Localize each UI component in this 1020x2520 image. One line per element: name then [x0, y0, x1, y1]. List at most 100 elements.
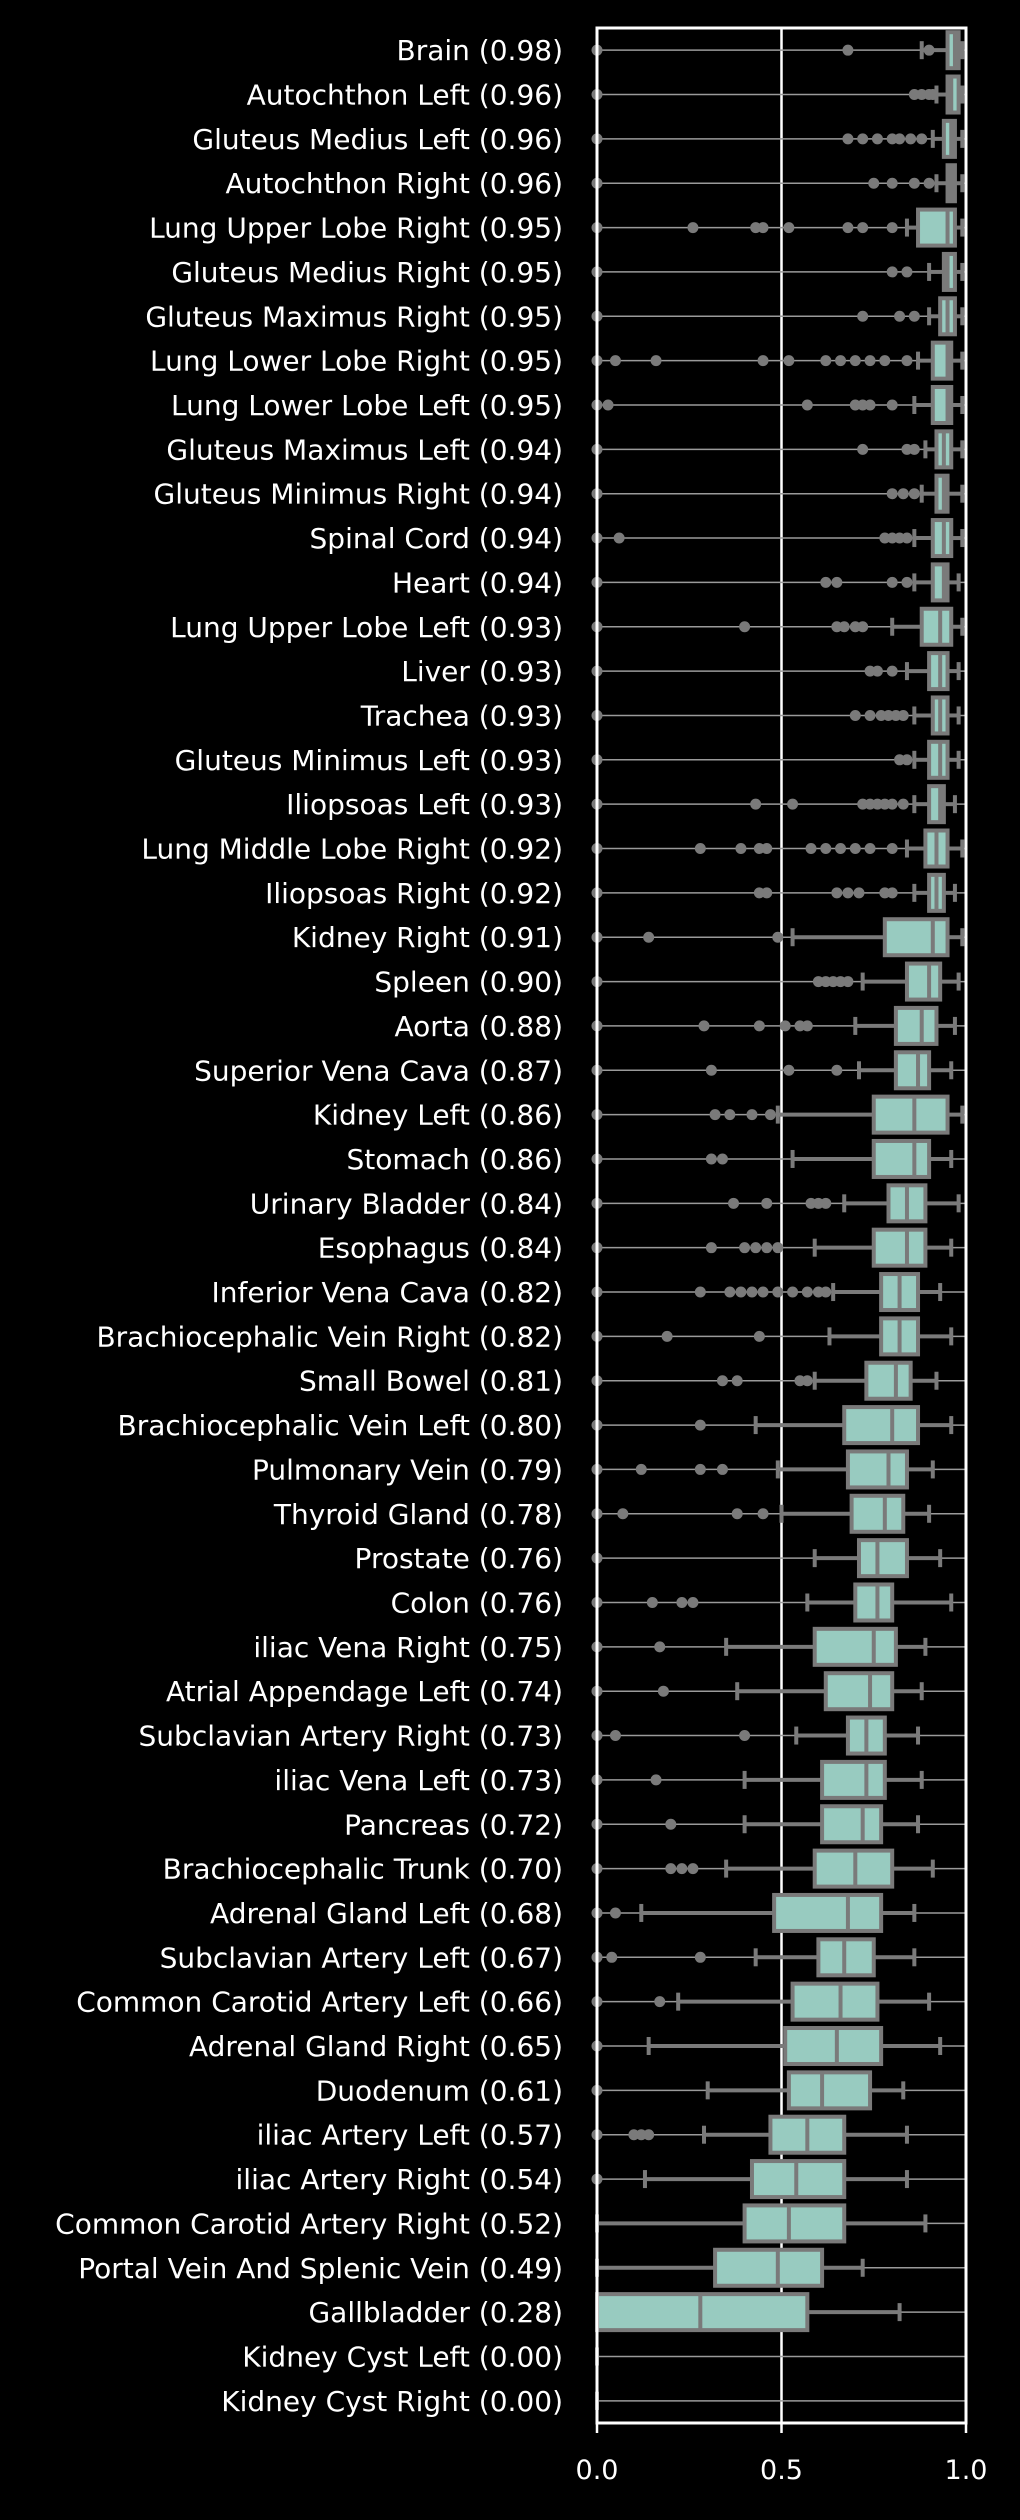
outlier-point	[694, 1286, 706, 1298]
outlier-point	[842, 976, 854, 988]
outlier-point	[709, 1109, 721, 1121]
box-group	[591, 695, 961, 736]
outlier-point	[687, 1596, 699, 1608]
outlier-point	[908, 488, 920, 500]
outlier-point	[735, 843, 747, 855]
outlier-point	[757, 355, 769, 367]
box-group	[591, 296, 965, 337]
outlier-point	[643, 2129, 655, 2141]
category-label: Aorta (0.88)	[394, 1010, 563, 1043]
grid-lines	[595, 28, 968, 2423]
outlier-point	[897, 709, 909, 721]
box	[820, 1804, 884, 1845]
outlier-point	[617, 1508, 629, 1520]
box-group	[591, 1405, 954, 1446]
box	[871, 1138, 932, 1179]
outlier-point	[694, 1463, 706, 1475]
outlier-point	[886, 399, 898, 411]
category-label: Gluteus Minimus Right (0.94)	[154, 478, 563, 511]
outlier-point	[801, 1375, 813, 1387]
category-label: Prostate (0.76)	[355, 1542, 563, 1575]
box-group	[591, 207, 965, 248]
outlier-point	[761, 1197, 773, 1209]
category-label: Lung Middle Lobe Right (0.92)	[141, 833, 563, 866]
outlier-point	[871, 665, 883, 677]
outlier-point	[820, 1286, 832, 1298]
outlier-point	[787, 1286, 799, 1298]
outlier-point	[901, 532, 913, 544]
outlier-point	[831, 576, 843, 588]
box	[849, 1493, 906, 1534]
outlier-point	[820, 576, 832, 588]
outlier-point	[716, 1463, 728, 1475]
x-tick-label: 1.0	[945, 2455, 988, 2486]
outlier-point	[761, 843, 773, 855]
category-label: Iliopsoas Left (0.93)	[286, 788, 563, 821]
outlier-point	[694, 1951, 706, 1963]
box	[713, 2247, 825, 2288]
box-group	[591, 118, 965, 159]
outlier-point	[916, 133, 928, 145]
box-group	[591, 1759, 924, 1800]
box	[882, 917, 950, 958]
outlier-point	[657, 1685, 669, 1697]
outlier-point	[857, 621, 869, 633]
box-group	[595, 2292, 902, 2333]
box-group	[591, 1272, 943, 1313]
category-label: Iliopsoas Right (0.92)	[265, 877, 563, 910]
category-label: Lung Lower Lobe Left (0.95)	[171, 389, 563, 422]
outlier-point	[705, 1242, 717, 1254]
box-group	[591, 917, 965, 958]
category-label: Brachiocephalic Vein Right (0.82)	[96, 1320, 563, 1353]
outlier-point	[879, 355, 891, 367]
outlier-point	[687, 222, 699, 234]
outlier-point	[835, 355, 847, 367]
box-group	[591, 1671, 924, 1712]
category-labels: Brain (0.98) Autochthon Left (0.96) Gluteu…	[55, 34, 563, 2418]
outlier-point	[694, 1419, 706, 1431]
outlier-point	[897, 488, 909, 500]
outlier-point	[820, 1197, 832, 1209]
box	[871, 1094, 950, 1135]
box-group	[591, 429, 965, 470]
box-group	[591, 1094, 965, 1135]
category-label: Common Carotid Artery Left (0.66)	[76, 1986, 563, 2019]
box-group	[591, 251, 965, 292]
category-label: Inferior Vena Cava (0.82)	[212, 1276, 563, 1309]
outlier-point	[842, 222, 854, 234]
outlier-point	[901, 266, 913, 278]
box	[820, 1759, 887, 1800]
box	[786, 2070, 873, 2111]
outlier-point	[757, 1286, 769, 1298]
outlier-point	[801, 399, 813, 411]
outlier-point	[886, 488, 898, 500]
category-label: Gluteus Medius Left (0.96)	[192, 123, 563, 156]
category-label: Pulmonary Vein (0.79)	[252, 1453, 563, 1486]
category-label: Gluteus Minimus Left (0.93)	[175, 744, 563, 777]
outlier-point	[746, 1109, 758, 1121]
outlier-point	[842, 133, 854, 145]
box-group	[595, 2247, 865, 2288]
category-label: Adrenal Gland Right (0.65)	[189, 2030, 563, 2063]
outlier-point	[820, 355, 832, 367]
box-group	[591, 1715, 921, 1756]
category-label: iliac Artery Left (0.57)	[257, 2119, 563, 2152]
outlier-point	[705, 1064, 717, 1076]
outlier-point	[646, 1596, 658, 1608]
category-label: Spleen (0.90)	[374, 966, 563, 999]
category-label: Spinal Cord (0.94)	[310, 522, 563, 555]
box-group	[591, 1227, 954, 1268]
outlier-point	[831, 887, 843, 899]
outlier-point	[801, 1020, 813, 1032]
box	[864, 1360, 913, 1401]
outlier-point	[927, 89, 939, 101]
category-label: Superior Vena Cava (0.87)	[194, 1054, 563, 1087]
category-label: Lung Upper Lobe Right (0.95)	[149, 212, 563, 245]
box-group	[591, 1804, 921, 1845]
outlier-point	[650, 1774, 662, 1786]
outlier-point	[735, 1286, 747, 1298]
category-label: Gallbladder (0.28)	[308, 2296, 563, 2329]
category-label: Colon (0.76)	[391, 1586, 563, 1619]
outlier-point	[724, 1286, 736, 1298]
outlier-point	[886, 665, 898, 677]
